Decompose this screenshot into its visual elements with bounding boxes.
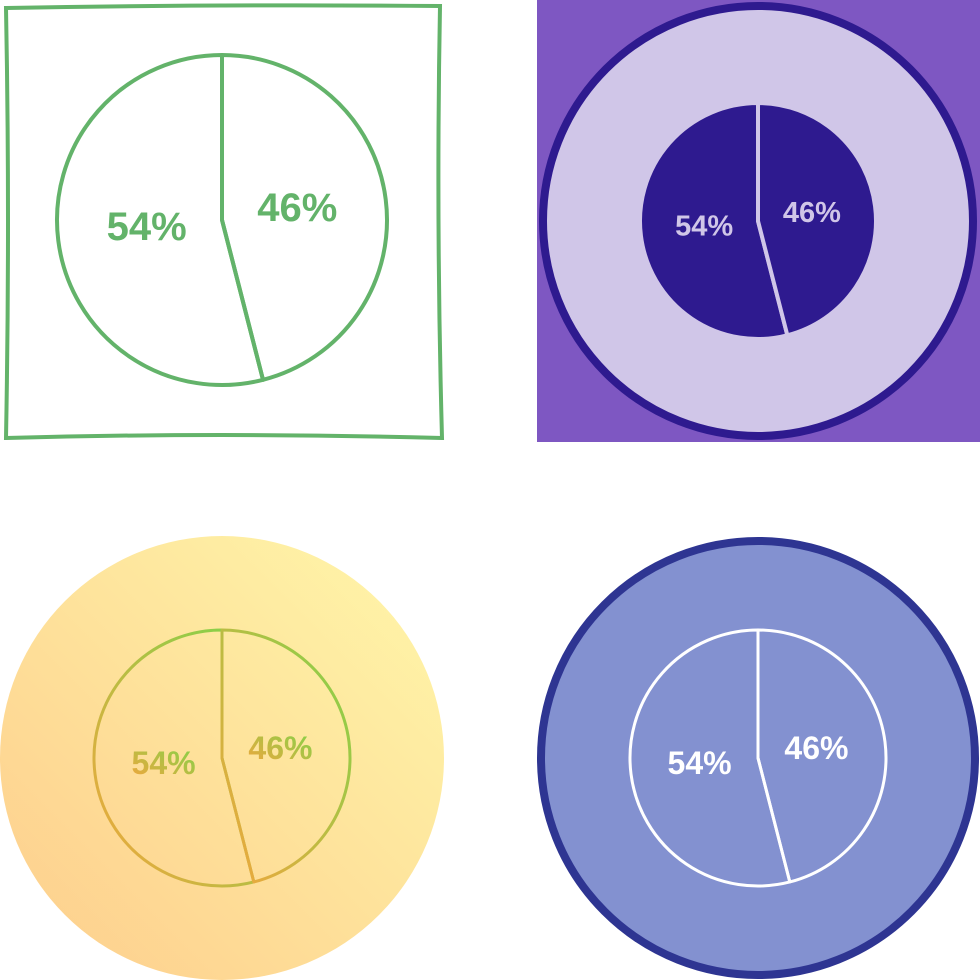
pie-slice: [55, 53, 266, 387]
pie-slice: [756, 628, 888, 884]
pie-slice: [220, 628, 352, 884]
pie-slice: [92, 628, 256, 888]
pie-slice: [628, 628, 792, 888]
pie-slice: [220, 53, 389, 382]
slice-label: 54%: [107, 205, 187, 249]
slice-label: 46%: [784, 730, 848, 766]
slice-label: 54%: [668, 745, 732, 781]
slice-label: 46%: [783, 197, 841, 229]
frame: [3, 3, 445, 441]
slice-label: 54%: [675, 210, 733, 242]
pie-slice: [638, 101, 790, 341]
pie-slice: [756, 101, 878, 338]
slice-label: 46%: [257, 186, 337, 230]
slice-label: 46%: [248, 730, 312, 766]
slice-label: 54%: [132, 745, 196, 781]
